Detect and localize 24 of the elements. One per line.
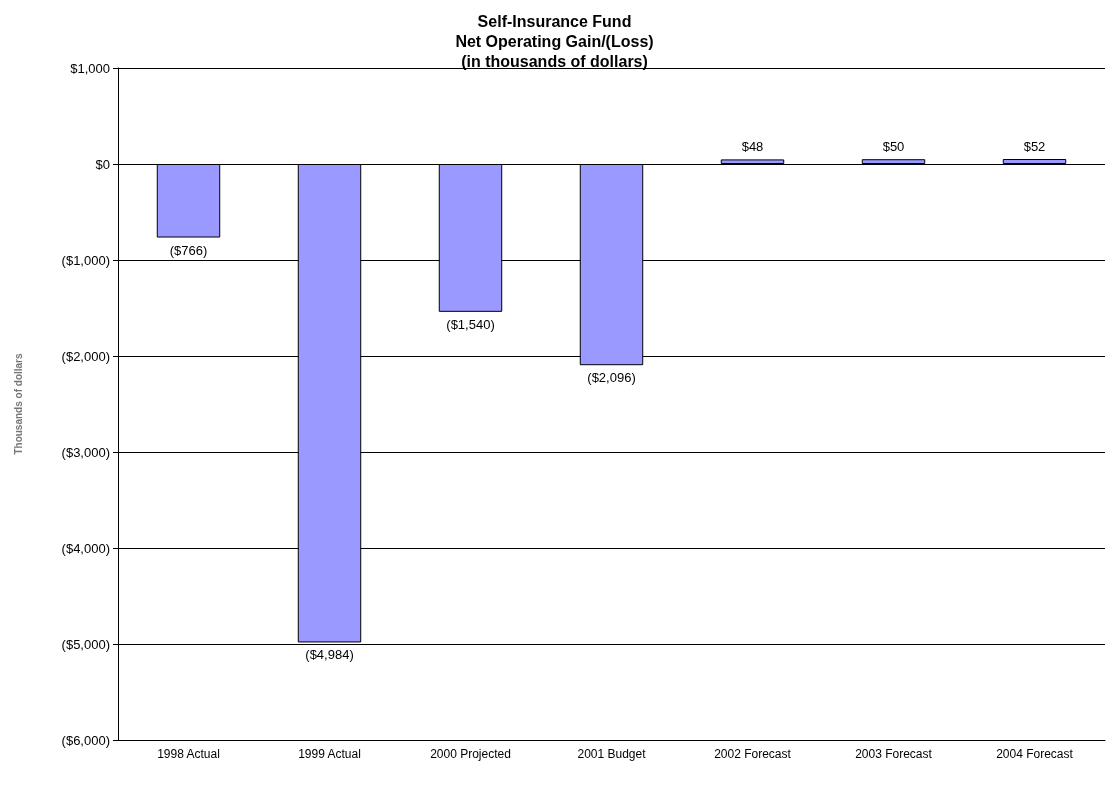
x-tick-label: 2002 Forecast <box>714 747 792 761</box>
y-tick-label: ($3,000) <box>61 444 110 460</box>
data-label: ($1,540) <box>446 316 495 332</box>
x-tick-label: 2000 Projected <box>430 747 511 761</box>
x-tick-label: 2004 Forecast <box>996 747 1074 761</box>
x-tick-label: 2003 Forecast <box>855 747 933 761</box>
y-tick-label: ($6,000) <box>61 732 110 748</box>
y-tick-label: ($4,000) <box>61 540 110 556</box>
data-label: ($2,096) <box>587 370 636 386</box>
y-tick-label: ($2,000) <box>61 348 110 364</box>
data-label: ($4,984) <box>305 647 354 663</box>
y-axis-title: Thousands of dollars <box>12 353 24 455</box>
chart-title: Self-Insurance Fund Net Operating Gain/(Loss) (in thousands of dollars) <box>455 12 654 70</box>
x-tick-label: 1999 Actual <box>298 747 361 761</box>
x-tick-label: 1998 Actual <box>157 747 220 761</box>
y-tick-label: $1,000 <box>70 60 110 76</box>
y-tick-label: ($1,000) <box>61 252 110 268</box>
y-tick-label: ($5,000) <box>61 636 110 652</box>
data-label: $50 <box>882 139 905 155</box>
data-label: ($766) <box>169 242 208 258</box>
data-label: $48 <box>741 139 764 155</box>
data-label: $52 <box>1023 139 1046 155</box>
x-tick-label: 2001 Budget <box>577 747 647 761</box>
y-tick-label: $0 <box>95 156 110 172</box>
